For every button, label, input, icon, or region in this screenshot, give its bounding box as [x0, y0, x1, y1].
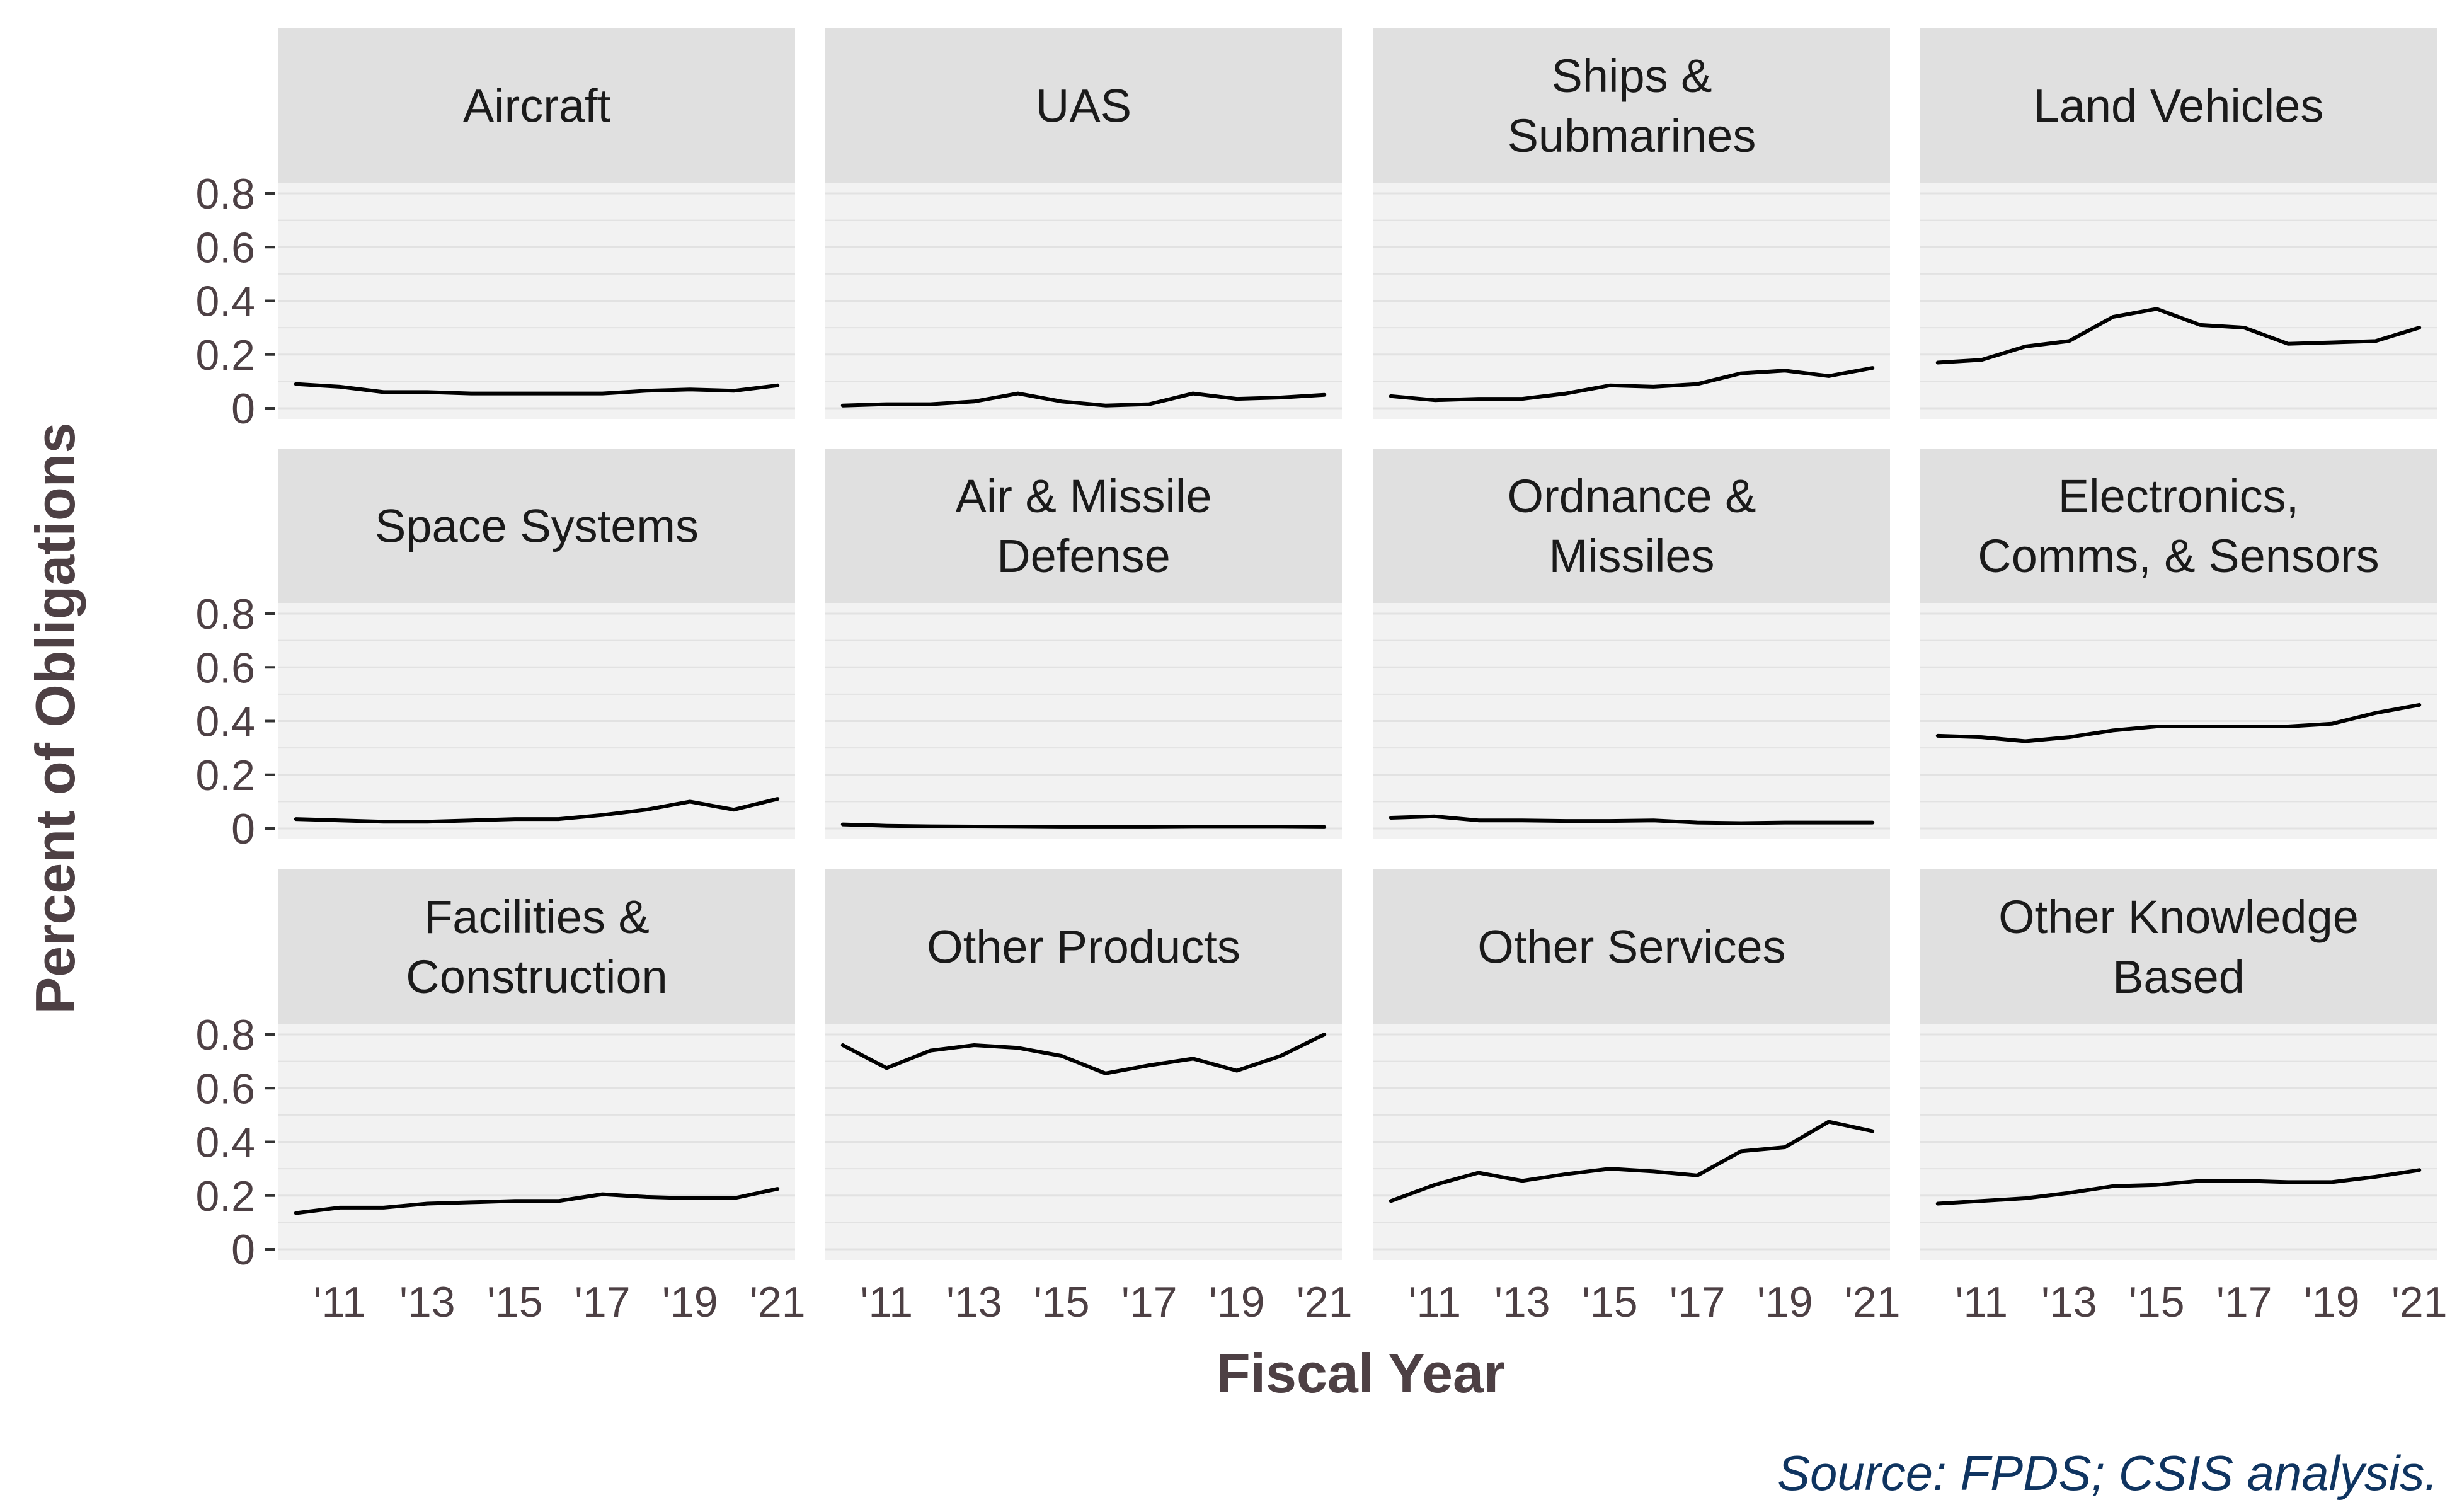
facet-strip	[1920, 869, 2437, 1024]
facet-strip	[825, 28, 1342, 183]
x-tick-label: '15	[2129, 1278, 2185, 1326]
facet-title: Air & Missile	[955, 470, 1211, 522]
x-tick-label: '21	[1845, 1278, 1901, 1326]
facet-panel: Air & Missile Defense	[825, 449, 1342, 839]
facet-title: Ships &	[1551, 50, 1712, 102]
facet-title: Other Products	[927, 921, 1240, 973]
x-tick-label: '21	[750, 1278, 806, 1326]
x-tick-label: '19	[2304, 1278, 2360, 1326]
x-tick-label: '19	[1757, 1278, 1813, 1326]
x-tick-label: '15	[487, 1278, 543, 1326]
facet-title: Electronics,	[2058, 470, 2299, 522]
series-line	[294, 1187, 780, 1215]
facet-title: Aircraft	[463, 80, 611, 132]
facet-strip	[1920, 28, 2437, 183]
facet-panel: Space Systems 0 0.2 0.4 0.6 0.8	[195, 449, 795, 853]
y-tick-label: 0.6	[195, 224, 255, 272]
y-tick-label: 0	[231, 385, 255, 433]
series-line	[1389, 1120, 1875, 1203]
y-tick-label: 0	[231, 805, 255, 853]
y-tick-label: 0.4	[195, 278, 255, 326]
facet-title: Missiles	[1549, 530, 1714, 582]
facet-strip	[278, 28, 795, 183]
facet-strip	[278, 449, 795, 603]
x-tick-label: '11	[1955, 1278, 2008, 1326]
facet-title: Ordnance &	[1508, 470, 1756, 522]
facet-panel: Other Products '11 '13 '15 '17 '19 '21	[825, 869, 1353, 1326]
x-tick-label: '19	[662, 1278, 718, 1326]
facet-title: Facilities &	[424, 891, 650, 943]
y-tick-label: 0.4	[195, 1119, 255, 1167]
facet-panel: Ordnance & Missiles	[1373, 449, 1890, 839]
source-note: Source: FPDS; CSIS analysis.	[1777, 1445, 2438, 1501]
x-tick-label: '17	[2216, 1278, 2272, 1326]
x-tick-label: '21	[1297, 1278, 1353, 1326]
x-tick-label: '13	[2041, 1278, 2097, 1326]
x-tick-label: '11	[1408, 1278, 1461, 1326]
y-tick-label: 0	[231, 1226, 255, 1274]
facet-title: Land Vehicles	[2034, 80, 2324, 132]
x-tick-label: '13	[1494, 1278, 1550, 1326]
series-line	[840, 822, 1327, 829]
x-tick-label: '11	[860, 1278, 913, 1326]
facet-title: Based	[2112, 951, 2245, 1003]
series-line	[1389, 814, 1875, 825]
facet-panel: Facilities & Construction 0 0.2 0.4 0.6 0.8 '11…	[195, 869, 806, 1326]
x-tick-label: '13	[946, 1278, 1002, 1326]
facet-title: Construction	[406, 951, 667, 1003]
y-tick-label: 0.2	[195, 1172, 255, 1220]
facet-title: Other Knowledge	[1998, 891, 2359, 943]
facet-panel: Electronics, Comms, & Sensors	[1920, 449, 2437, 839]
series-line	[294, 382, 780, 396]
facet-panel: Aircraft 0 0.2 0.4 0.6 0.8	[195, 28, 795, 433]
series-line	[1935, 307, 2422, 365]
y-tick-label: 0.4	[195, 698, 255, 746]
x-tick-label: '15	[1582, 1278, 1638, 1326]
facet-title: Space Systems	[375, 500, 699, 553]
y-axis-title: Percent of Obligations	[24, 423, 86, 1014]
facet-title: Submarines	[1508, 110, 1756, 162]
series-line	[1935, 1168, 2422, 1206]
facet-panel: Ships & Submarines	[1373, 28, 1890, 419]
facet-title: UAS	[1036, 80, 1131, 132]
x-tick-label: '17	[575, 1278, 631, 1326]
y-tick-label: 0.6	[195, 1065, 255, 1113]
facet-strip	[1920, 449, 2437, 603]
x-tick-label: '17	[1121, 1278, 1177, 1326]
facet-strip	[1373, 869, 1890, 1024]
facet-panel: Land Vehicles	[1920, 28, 2437, 419]
x-tick-label: '21	[2391, 1278, 2448, 1326]
x-tick-label: '15	[1034, 1278, 1090, 1326]
facet-panel: Other Knowledge Based '11 '13 '15 '17 '19 '21	[1920, 869, 2448, 1326]
facet-strip	[278, 869, 795, 1024]
facet-strip	[1373, 449, 1890, 603]
facet-title: Comms, & Sensors	[1978, 530, 2379, 582]
series-line	[1389, 366, 1875, 403]
series-line	[840, 391, 1327, 408]
facet-strip	[825, 869, 1342, 1024]
y-tick-label: 0.6	[195, 644, 255, 692]
facet-title: Defense	[997, 530, 1171, 582]
x-axis-title: Fiscal Year	[1217, 1342, 1505, 1404]
y-tick-label: 0.2	[195, 331, 255, 379]
series-line	[840, 1033, 1327, 1075]
y-tick-label: 0.8	[195, 170, 255, 218]
x-tick-label: '13	[399, 1278, 455, 1326]
y-tick-label: 0.8	[195, 590, 255, 638]
facet-strip	[1373, 28, 1890, 183]
y-tick-label: 0.2	[195, 752, 255, 799]
x-tick-label: '19	[1209, 1278, 1265, 1326]
y-tick-label: 0.8	[195, 1011, 255, 1059]
facet-panel: Other Services '11 '13 '15 '17 '19 '21	[1373, 869, 1901, 1326]
facet-strip	[825, 449, 1342, 603]
series-line	[1935, 702, 2422, 743]
x-tick-label: '17	[1670, 1278, 1726, 1326]
facet-title: Other Services	[1477, 921, 1785, 973]
facet-panel: UAS	[825, 28, 1342, 419]
x-tick-label: '11	[313, 1278, 366, 1326]
series-line	[294, 797, 780, 824]
